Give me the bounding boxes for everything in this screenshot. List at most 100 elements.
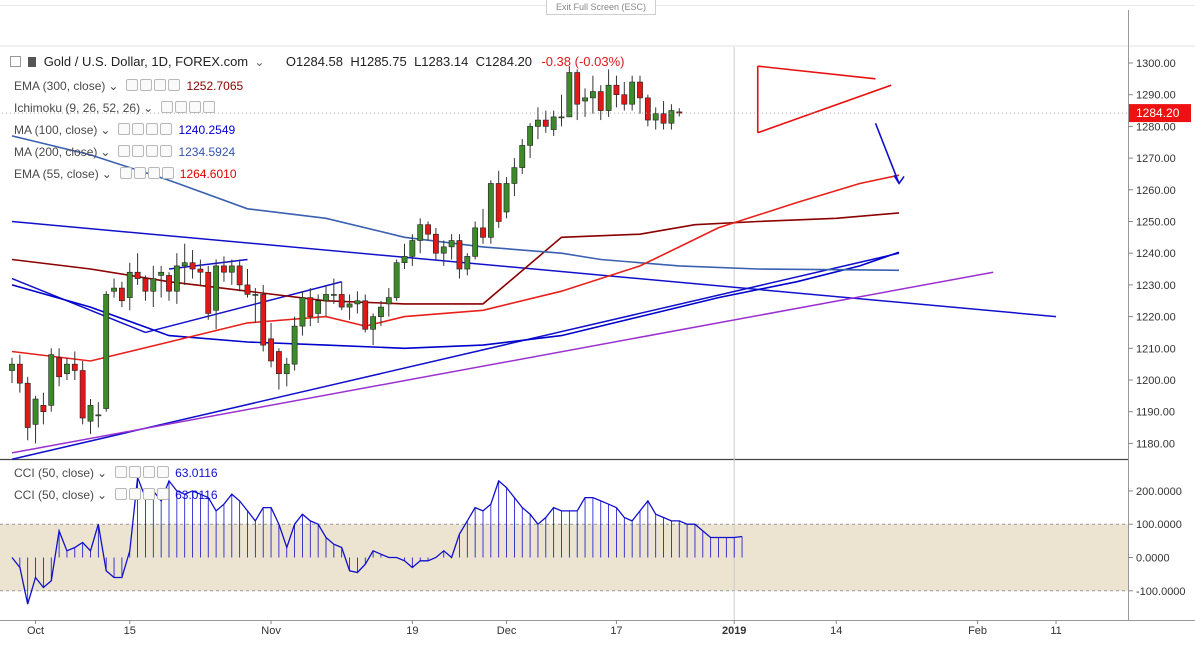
- candle-body[interactable]: [464, 256, 471, 270]
- close-icon[interactable]: [160, 145, 173, 157]
- candle-body[interactable]: [307, 297, 314, 317]
- candle-body[interactable]: [401, 256, 408, 264]
- candle-body[interactable]: [142, 278, 149, 292]
- candle-body[interactable]: [79, 370, 86, 419]
- trendline-purple[interactable]: [11, 271, 994, 454]
- add-icon[interactable]: [146, 145, 159, 157]
- candle-body[interactable]: [385, 297, 392, 305]
- indicator-legend-row[interactable]: MA (100, close) ⌄ 1240.2549: [14, 123, 235, 137]
- indicator-legend-row[interactable]: Ichimoku (9, 26, 52, 26) ⌄: [14, 101, 221, 115]
- candle-body[interactable]: [417, 224, 424, 241]
- candle-body[interactable]: [393, 262, 400, 298]
- candle-body[interactable]: [221, 265, 227, 273]
- target-arrow-line[interactable]: [874, 122, 900, 184]
- candle-body[interactable]: [173, 265, 180, 292]
- candle-body[interactable]: [597, 91, 604, 111]
- settings-icon[interactable]: [133, 167, 146, 179]
- candle-body[interactable]: [535, 119, 541, 127]
- candle-body[interactable]: [362, 300, 369, 330]
- candle-body[interactable]: [503, 183, 510, 213]
- candle-body[interactable]: [299, 297, 306, 327]
- candle-body[interactable]: [495, 183, 502, 222]
- candle-body[interactable]: [236, 265, 243, 286]
- candle-body[interactable]: [205, 271, 212, 314]
- candle-body[interactable]: [487, 183, 494, 238]
- settings-icon[interactable]: [132, 123, 145, 135]
- add-icon[interactable]: [189, 101, 202, 113]
- settings-icon[interactable]: [132, 145, 145, 157]
- candle-body[interactable]: [48, 354, 55, 406]
- chevron-down-icon[interactable]: ⌄: [143, 101, 154, 115]
- candle-body[interactable]: [425, 224, 431, 235]
- indicator-legend-row[interactable]: EMA (55, close) ⌄ 1264.6010: [14, 167, 237, 181]
- chevron-down-icon[interactable]: ⌄: [97, 466, 108, 480]
- candle-body[interactable]: [448, 240, 455, 248]
- candle-body[interactable]: [652, 113, 659, 121]
- eye-icon[interactable]: [115, 466, 128, 478]
- indicator-legend-row[interactable]: EMA (300, close) ⌄ 1252.7065: [14, 79, 243, 93]
- candle-body[interactable]: [283, 363, 290, 374]
- candle-body[interactable]: [480, 227, 486, 238]
- candle-body[interactable]: [456, 240, 463, 270]
- candle-body[interactable]: [472, 227, 479, 257]
- settings-icon[interactable]: [175, 101, 188, 113]
- candle-body[interactable]: [582, 97, 588, 102]
- add-icon[interactable]: [154, 79, 167, 91]
- chevron-down-icon[interactable]: ⌄: [101, 167, 112, 181]
- candle-body[interactable]: [119, 287, 125, 302]
- settings-icon[interactable]: [129, 466, 142, 478]
- chevron-down-icon[interactable]: ⌄: [108, 79, 119, 93]
- candle-body[interactable]: [260, 294, 267, 346]
- chevron-down-icon[interactable]: ⌄: [100, 123, 111, 137]
- settings-icon[interactable]: [140, 79, 153, 91]
- candle-body[interactable]: [558, 116, 565, 119]
- candle-body[interactable]: [542, 119, 549, 127]
- collapse-icon[interactable]: [10, 56, 21, 67]
- candle-body[interactable]: [166, 275, 172, 292]
- candle-body[interactable]: [134, 271, 141, 279]
- add-icon[interactable]: [143, 488, 156, 500]
- candle-body[interactable]: [354, 300, 361, 305]
- symbol-name[interactable]: Gold / U.S. Dollar, 1D, FOREX.com: [43, 54, 249, 69]
- candle-body[interactable]: [189, 262, 196, 270]
- candle-body[interactable]: [432, 233, 439, 254]
- candle-body[interactable]: [370, 316, 376, 330]
- candle-body[interactable]: [158, 271, 165, 276]
- candle-body[interactable]: [16, 363, 23, 384]
- candle-body[interactable]: [71, 363, 78, 371]
- candle-body[interactable]: [511, 167, 518, 184]
- candle-body[interactable]: [668, 110, 675, 124]
- candle-body[interactable]: [613, 84, 620, 96]
- candle-body[interactable]: [409, 240, 416, 257]
- trendline-blue[interactable]: [145, 281, 342, 334]
- candle-body[interactable]: [228, 265, 235, 273]
- candle-body[interactable]: [550, 116, 557, 130]
- eye-icon[interactable]: [126, 79, 139, 91]
- eye-icon[interactable]: [118, 145, 131, 157]
- candle-body[interactable]: [291, 325, 298, 365]
- candle-body[interactable]: [95, 414, 102, 417]
- candle-body[interactable]: [64, 363, 70, 374]
- candle-body[interactable]: [660, 113, 667, 124]
- candle-body[interactable]: [252, 294, 259, 296]
- candle-body[interactable]: [103, 294, 110, 409]
- chevron-down-icon[interactable]: ⌄: [97, 488, 108, 502]
- candle-body[interactable]: [9, 363, 15, 371]
- candle-body[interactable]: [150, 278, 157, 292]
- triangle-upper-line[interactable]: [757, 65, 876, 80]
- trendline-blue[interactable]: [11, 252, 900, 460]
- candle-body[interactable]: [605, 84, 612, 111]
- candle-body[interactable]: [56, 357, 62, 378]
- add-icon[interactable]: [143, 466, 156, 478]
- candle-body[interactable]: [197, 268, 204, 273]
- chevron-down-icon[interactable]: ⌄: [100, 145, 111, 159]
- close-icon[interactable]: [203, 101, 216, 113]
- candle-body[interactable]: [338, 294, 345, 308]
- candle-body[interactable]: [346, 303, 353, 308]
- candle-body[interactable]: [527, 126, 533, 146]
- candle-body[interactable]: [181, 262, 188, 267]
- candle-body[interactable]: [629, 81, 636, 105]
- trendline-blue[interactable]: [11, 220, 1057, 318]
- candle-body[interactable]: [644, 97, 651, 121]
